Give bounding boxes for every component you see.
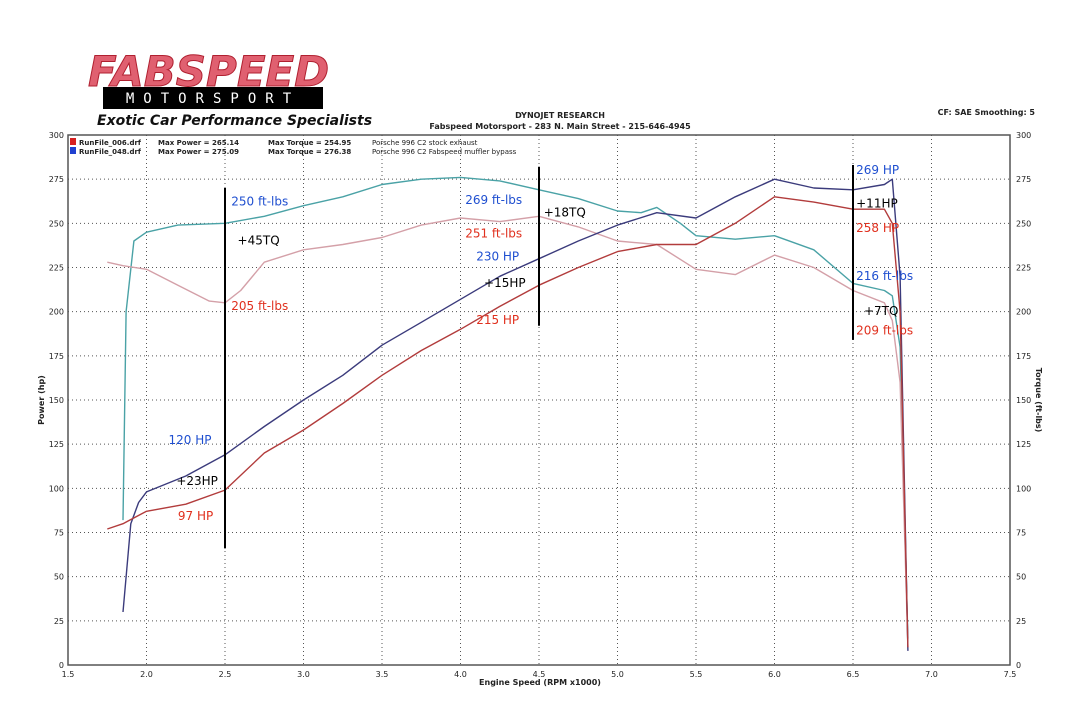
annotation-label: 215 HP [476, 313, 519, 327]
x-tick-label: 4.0 [454, 670, 467, 679]
series-line-0 [122, 176, 909, 639]
logo-tagline: Exotic Car Performance Specialists [97, 113, 372, 129]
legend-torque: Max Torque = 254.95 [268, 139, 351, 147]
legend-torque: Max Torque = 276.38 [268, 148, 351, 156]
y-tick-label: 250 [49, 219, 64, 228]
annotation-label: 269 HP [856, 163, 899, 177]
legend-desc: Porsche 996 C2 stock exhaust [372, 139, 478, 147]
y-tick-label: 275 [49, 175, 64, 184]
y2-tick-label: 300 [1016, 131, 1031, 140]
legend-power: Max Power = 265.14 [158, 139, 239, 147]
y-tick-label: 225 [49, 264, 64, 273]
series-line-2 [122, 178, 909, 651]
x-tick-label: 3.0 [297, 670, 310, 679]
y-tick-label: 0 [59, 661, 64, 670]
annotations-layer: 250 ft-lbs +45TQ 205 ft-lbs 120 HP +23HP 97 H… [168, 163, 913, 523]
annotation-label: 209 ft-lbs [856, 324, 913, 338]
x-tick-label: 5.5 [690, 670, 703, 679]
x-axis-label: Engine Speed (RPM x1000) [479, 678, 601, 687]
annotation-label: 205 ft-lbs [231, 299, 288, 313]
y2-tick-label: 150 [1016, 396, 1031, 405]
y-tick-label: 50 [54, 573, 64, 582]
y-tick-label: 125 [49, 440, 64, 449]
annotation-label: 97 HP [178, 509, 213, 523]
plot-frame [67, 134, 1011, 666]
y2-tick-label: 25 [1016, 617, 1026, 626]
y-tick-label: 75 [54, 529, 64, 538]
y2-tick-label: 50 [1016, 573, 1026, 582]
legend-swatch [70, 138, 76, 145]
x-tick-label: 6.0 [768, 670, 781, 679]
y2-tick-label: 250 [1016, 219, 1031, 228]
annotation-label: 250 ft-lbs [231, 195, 288, 209]
legend-file: RunFile_048.drf [79, 148, 142, 156]
legend-file: RunFile_006.drf [79, 139, 142, 147]
header-line1: DYNOJET RESEARCH [515, 111, 605, 120]
annotation-label: +18TQ [544, 205, 586, 219]
legend: RunFile_006.drf Max Power = 265.14 Max Tor… [70, 138, 517, 156]
y2-tick-label: 200 [1016, 308, 1031, 317]
annotation-label: +23HP [176, 474, 218, 488]
x-tick-label: 3.5 [376, 670, 389, 679]
x-tick-label: 6.5 [847, 670, 860, 679]
y-tick-label: 150 [49, 396, 64, 405]
x-tick-label: 1.5 [62, 670, 75, 679]
annotation-label: 269 ft-lbs [465, 193, 522, 207]
logo-bar [103, 87, 323, 109]
legend-swatch [70, 147, 76, 154]
fabspeed-logo: FABSPEED MOTORSPORT Exotic Car Performan… [88, 47, 373, 130]
header-right: CF: SAE Smoothing: 5 [938, 108, 1036, 117]
y2-tick-label: 175 [1016, 352, 1031, 361]
annotation-label: 216 ft-lbs [856, 269, 913, 283]
y2-tick-label: 275 [1016, 175, 1031, 184]
y-tick-label: 100 [49, 484, 64, 493]
logo-sub: MOTORSPORT [126, 91, 300, 107]
y-tick-label: 25 [54, 617, 64, 626]
series-line-3 [107, 196, 909, 648]
x-tick-label: 2.0 [140, 670, 153, 679]
x-tick-label: 7.0 [925, 670, 938, 679]
series-line-1 [107, 215, 909, 648]
y-tick-label: 175 [49, 352, 64, 361]
annotation-label: 251 ft-lbs [465, 226, 522, 240]
y2-tick-label: 75 [1016, 529, 1026, 538]
y2-tick-label: 125 [1016, 440, 1031, 449]
x-tick-label: 7.5 [1004, 670, 1017, 679]
y2-tick-label: 225 [1016, 264, 1031, 273]
annotation-label: +15HP [484, 276, 526, 290]
legend-desc: Porsche 996 C2 Fabspeed muffler bypass [372, 148, 517, 156]
axes: 1.5 2.0 2.5 3.0 3.5 4.0 4.5 5.0 5.5 6.0 6.5 7.0 7.50… [49, 131, 1032, 679]
x-tick-label: 5.0 [611, 670, 624, 679]
y-tick-label: 200 [49, 308, 64, 317]
annotation-label: 258 HP [856, 221, 899, 235]
annotation-label: 230 HP [476, 249, 519, 263]
annotation-label: 120 HP [168, 433, 211, 447]
x-tick-label: 4.5 [533, 670, 546, 679]
y2-tick-label: 0 [1016, 661, 1021, 670]
annotation-label: +45TQ [238, 234, 280, 248]
y2-tick-label: 100 [1016, 484, 1031, 493]
series-layer [107, 176, 909, 651]
markers-layer [224, 165, 854, 549]
y2-axis-label: Torque (ft-lbs) [1034, 368, 1043, 433]
x-tick-label: 2.5 [219, 670, 232, 679]
annotation-label: +7TQ [864, 304, 898, 318]
y-tick-label: 300 [49, 131, 64, 140]
y-axis-label: Power (hp) [37, 375, 46, 425]
annotation-label: +11HP [856, 196, 898, 210]
legend-power: Max Power = 275.09 [158, 148, 239, 156]
header-line2: Fabspeed Motorsport - 283 N. Main Street… [429, 122, 691, 131]
